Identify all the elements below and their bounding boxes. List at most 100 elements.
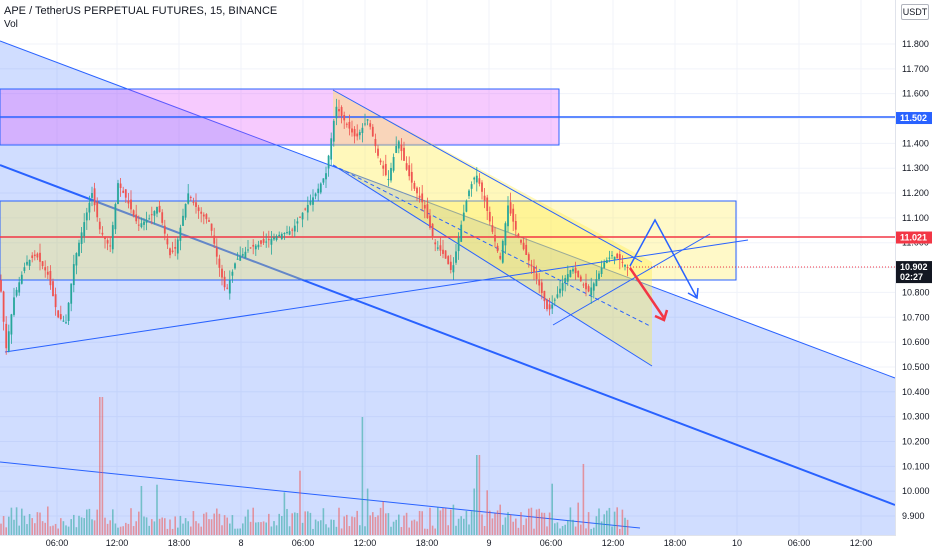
price-tick-label: 10.700 <box>902 312 930 322</box>
volume-bar <box>174 516 176 535</box>
candle-body <box>546 299 548 310</box>
candle-body <box>598 273 600 280</box>
volume-bar <box>182 523 184 535</box>
time-tick-label: 06:00 <box>540 538 563 548</box>
volume-bar <box>210 519 213 535</box>
price-tag-label: 10.902 <box>900 262 928 272</box>
volume-bar <box>78 515 80 535</box>
volume-bar <box>322 508 325 535</box>
time-tick-label: 18:00 <box>664 538 687 548</box>
candle-body <box>174 247 177 249</box>
candle-body <box>143 221 145 225</box>
volume-bar <box>442 508 444 535</box>
candle-body <box>499 255 502 259</box>
candle-body <box>462 212 465 221</box>
volume-bar <box>564 524 566 535</box>
candle-body <box>254 245 257 250</box>
volume-bar <box>190 526 192 535</box>
volume-bar <box>418 510 421 535</box>
candle-body <box>442 249 444 254</box>
volume-bar <box>499 504 501 535</box>
currency-badge[interactable]: USDT <box>901 4 929 20</box>
volume-bar <box>177 527 179 535</box>
candle-body <box>507 205 509 227</box>
volume-bar <box>372 512 374 535</box>
volume-bar <box>512 521 514 535</box>
candle-body <box>171 250 174 252</box>
volume-bar <box>587 512 590 535</box>
volume-bar <box>125 522 127 535</box>
volume-bar <box>567 520 569 535</box>
volume-bar <box>572 519 574 535</box>
volume-bar <box>80 517 83 535</box>
candle-body <box>15 289 18 296</box>
volume-bar <box>434 528 436 535</box>
volume-bar <box>387 513 390 535</box>
volume-bar <box>99 397 101 535</box>
volume-bar <box>522 525 525 535</box>
volume-bar <box>452 504 455 535</box>
volume-bar <box>44 522 46 535</box>
volume-bar <box>216 508 218 535</box>
candle-body <box>421 193 424 203</box>
candle-body <box>447 256 450 265</box>
volume-bar <box>270 526 273 535</box>
candle-body <box>559 288 561 294</box>
candle-body <box>483 195 486 201</box>
candle-body <box>96 202 99 218</box>
candle-body <box>70 283 73 304</box>
volume-indicator-label[interactable]: Vol <box>4 19 18 30</box>
candle-body <box>468 190 470 197</box>
candle-body <box>301 212 304 220</box>
candle-body <box>314 193 317 197</box>
volume-bar <box>75 527 78 535</box>
range-zone-yellow <box>0 200 737 281</box>
candle-body <box>517 233 520 237</box>
volume-bar <box>361 417 364 535</box>
volume-bar <box>509 514 512 535</box>
volume-bar <box>223 515 226 535</box>
price-tick-label: 9.900 <box>902 511 925 521</box>
time-tick-label: 12:00 <box>602 538 625 548</box>
price-tick-label: 10.200 <box>902 436 930 446</box>
volume-bar <box>515 518 517 535</box>
volume-bar <box>320 520 322 535</box>
candle-body <box>478 178 481 184</box>
candle-body <box>210 223 213 231</box>
volume-bar <box>54 523 57 535</box>
price-tick-label: 11.100 <box>902 213 929 223</box>
volume-bar <box>307 511 309 535</box>
time-axis[interactable]: 06:00 12:00 18:00 8 06:00 12:00 18:00 9 06:00 12:… <box>46 538 873 548</box>
candle-body <box>109 245 112 247</box>
volume-bar <box>145 517 148 535</box>
candle-body <box>182 215 184 226</box>
descending-channel-lower-fill <box>0 165 895 550</box>
candle-body <box>358 132 361 136</box>
volume-bar <box>166 528 169 535</box>
wedge-upper-line <box>332 89 643 263</box>
candle-body <box>611 255 613 257</box>
candle-body <box>111 225 114 250</box>
volume-bar <box>132 526 135 535</box>
candle-body <box>288 231 291 235</box>
volume-bar <box>541 512 543 535</box>
volume-bar <box>491 518 494 535</box>
candle-body <box>252 244 255 247</box>
wedge-lower-line <box>332 164 653 367</box>
candle-body <box>452 265 455 273</box>
candle-body <box>439 245 442 251</box>
symbol-title[interactable]: APE / TetherUS PERPETUAL FUTURES, 15, BI… <box>4 5 278 17</box>
volume-bar <box>221 525 223 535</box>
candle-body <box>455 251 457 263</box>
candle-body <box>434 242 437 245</box>
volume-bar <box>606 510 608 535</box>
volume-bar <box>239 528 241 535</box>
candle-body <box>104 236 106 240</box>
volume-bar <box>455 525 457 535</box>
candle-body <box>312 197 314 205</box>
candle-body <box>338 109 340 112</box>
volume-bar <box>52 525 54 535</box>
candle-body <box>7 331 10 351</box>
price-tick-label: 11.600 <box>902 89 929 99</box>
